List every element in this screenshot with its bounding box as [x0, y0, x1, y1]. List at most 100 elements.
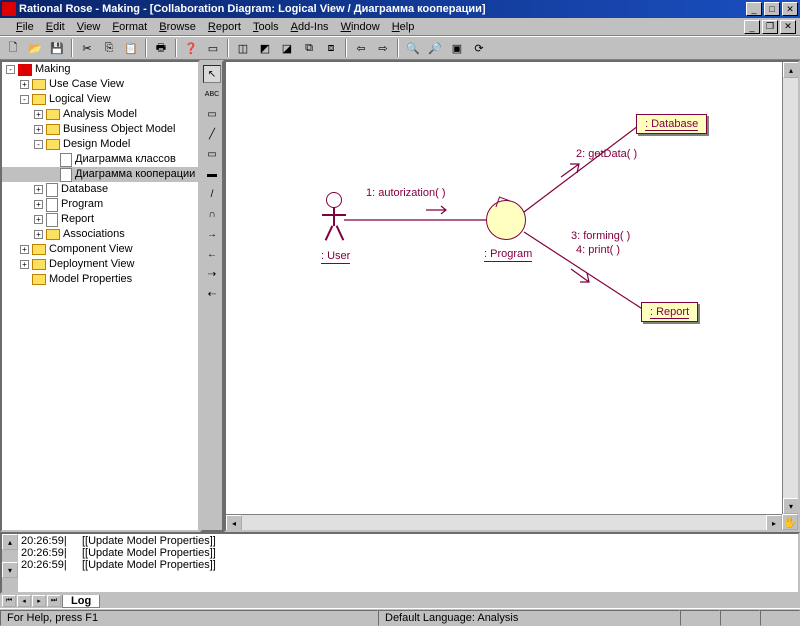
mdi-close-button[interactable]: ✕ [780, 20, 796, 34]
tree-item[interactable]: -Logical View [2, 92, 198, 107]
menu-format[interactable]: Format [106, 20, 153, 34]
help-button[interactable]: ❓ [181, 38, 201, 58]
diagram1-button[interactable]: ◫ [233, 38, 253, 58]
status-lang: Default Language: Analysis [378, 610, 680, 626]
tree-item[interactable]: +Component View [2, 242, 198, 257]
cut-button[interactable]: ✂ [77, 38, 97, 58]
tree-item[interactable]: Диаграмма кооперации [2, 167, 198, 182]
forward-button[interactable]: ⇨ [373, 38, 393, 58]
status-help: For Help, press F1 [0, 610, 378, 626]
object-tool[interactable]: ▭ [203, 145, 221, 163]
tree-item[interactable]: +Report [2, 212, 198, 227]
mdi-minimize-button[interactable]: _ [744, 20, 760, 34]
diagram3-button[interactable]: ◪ [277, 38, 297, 58]
copy-button[interactable]: ⎘ [99, 38, 119, 58]
menu-help[interactable]: Help [386, 20, 421, 34]
menu-tools[interactable]: Tools [247, 20, 285, 34]
text-tool[interactable]: ABC [203, 85, 221, 103]
diagram4-button[interactable]: ⧉ [299, 38, 319, 58]
control-label: : Program [484, 248, 532, 260]
refresh-button[interactable]: ⟳ [469, 38, 489, 58]
dataflow2-tool[interactable]: ⇠ [203, 285, 221, 303]
maximize-button[interactable]: □ [764, 2, 780, 16]
new-button[interactable]: 🗋 [3, 38, 23, 58]
zoomout-button[interactable]: 🔎 [425, 38, 445, 58]
tree-item[interactable]: +Business Object Model [2, 122, 198, 137]
status-cell-1 [680, 610, 720, 626]
menu-browse[interactable]: Browse [153, 20, 202, 34]
log-prev-button[interactable]: ◂ [17, 595, 31, 607]
object-node[interactable]: : Report [641, 302, 698, 322]
pointer-tool[interactable]: ↖ [203, 65, 221, 83]
message-label: 2: getData( ) [576, 148, 637, 160]
menu-file[interactable]: File [10, 20, 40, 34]
menu-view[interactable]: View [71, 20, 107, 34]
message-label: 3: forming( ) [571, 230, 630, 242]
menu-report[interactable]: Report [202, 20, 247, 34]
scrollbar-horizontal[interactable]: ◂▸ [226, 514, 782, 530]
diagram-links [226, 62, 798, 530]
message-label: 1: autorization( ) [366, 187, 445, 199]
message-label: 4: print( ) [576, 244, 620, 256]
menu-window[interactable]: Window [335, 20, 386, 34]
zoomin-button[interactable]: 🔍 [403, 38, 423, 58]
back-button[interactable]: ⇦ [351, 38, 371, 58]
pan-handle-icon[interactable]: ✋ [782, 514, 798, 530]
menu-edit[interactable]: Edit [40, 20, 71, 34]
log-scrollbar[interactable]: ▴▾ [2, 534, 18, 592]
print-button[interactable]: 🖶 [151, 38, 171, 58]
titlebar: Rational Rose - Making - [Collaboration … [0, 0, 800, 18]
object-node[interactable]: : Database [636, 114, 707, 134]
class-tool[interactable]: ▬ [203, 165, 221, 183]
mdi-restore-button[interactable]: ❐ [762, 20, 778, 34]
tree-item[interactable]: +Associations [2, 227, 198, 242]
control-node[interactable] [486, 200, 526, 240]
tree-item[interactable]: +Database [2, 182, 198, 197]
scrollbar-vertical[interactable]: ▴▾ [782, 62, 798, 514]
diagram-canvas[interactable]: ◂▸ ▴▾ ✋ : User : Program : Database : Repor… [224, 60, 800, 532]
tool-palette: ↖ ABC ▭ ╱ ▭ ▬ / ∩ → ← ⇢ ⇠ [200, 60, 224, 532]
tree-item[interactable]: +Deployment View [2, 257, 198, 272]
log-pane: ▴▾ 20:26:59| [[Update Model Properties]]… [0, 532, 800, 594]
paste-button[interactable]: 📋 [121, 38, 141, 58]
note-tool[interactable]: ▭ [203, 105, 221, 123]
log-next-button[interactable]: ▸ [32, 595, 46, 607]
link-tool[interactable]: / [203, 185, 221, 203]
menubar: FileEditViewFormatBrowseReportToolsAdd-I… [0, 18, 800, 36]
message-tool[interactable]: → [203, 225, 221, 243]
anchor-tool[interactable]: ╱ [203, 125, 221, 143]
actor-label: : User [321, 250, 350, 262]
diagram2-button[interactable]: ◩ [255, 38, 275, 58]
statusbar: For Help, press F1 Default Language: Ana… [0, 608, 800, 626]
tree-item[interactable]: -Design Model [2, 137, 198, 152]
tree-item[interactable]: +Program [2, 197, 198, 212]
save-button[interactable]: 💾 [47, 38, 67, 58]
log-tabs: ⏮ ◂ ▸ ⏭ Log [0, 594, 800, 608]
tree-item[interactable]: +Analysis Model [2, 107, 198, 122]
log-last-button[interactable]: ⏭ [47, 595, 61, 607]
close-button[interactable]: ✕ [782, 2, 798, 16]
toolbar: 🗋 📂 💾 ✂ ⎘ 📋 🖶 ❓ ▭ ◫ ◩ ◪ ⧉ ⧈ ⇦ ⇨ 🔍 🔎 ▣ ⟳ [0, 36, 800, 60]
open-button[interactable]: 📂 [25, 38, 45, 58]
menu-add-ins[interactable]: Add-Ins [285, 20, 335, 34]
browse-button[interactable]: ▭ [203, 38, 223, 58]
tree-item[interactable]: Диаграмма классов [2, 152, 198, 167]
status-cell-2 [720, 610, 760, 626]
tree-view[interactable]: -Making+Use Case View-Logical View+Analy… [0, 60, 200, 532]
log-tab[interactable]: Log [62, 595, 100, 608]
self-link-tool[interactable]: ∩ [203, 205, 221, 223]
actor-node[interactable] [326, 192, 342, 240]
tree-item[interactable]: Model Properties [2, 272, 198, 287]
log-text: 20:26:59| [[Update Model Properties]]20:… [18, 534, 798, 592]
tree-item[interactable]: -Making [2, 62, 198, 77]
minimize-button[interactable]: _ [746, 2, 762, 16]
workspace: -Making+Use Case View-Logical View+Analy… [0, 60, 800, 532]
reverse-tool[interactable]: ← [203, 245, 221, 263]
fit-button[interactable]: ▣ [447, 38, 467, 58]
tree-item[interactable]: +Use Case View [2, 77, 198, 92]
app-icon [2, 2, 16, 16]
window-title: Rational Rose - Making - [Collaboration … [19, 3, 744, 15]
diagram5-button[interactable]: ⧈ [321, 38, 341, 58]
dataflow-tool[interactable]: ⇢ [203, 265, 221, 283]
log-first-button[interactable]: ⏮ [2, 595, 16, 607]
